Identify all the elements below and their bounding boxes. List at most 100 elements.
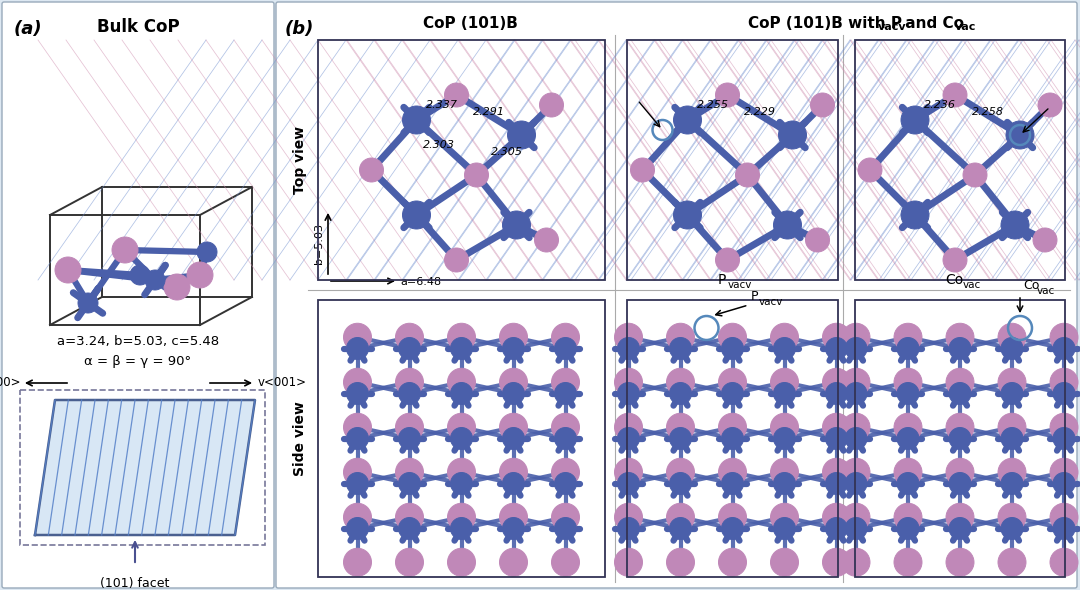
Circle shape: [554, 473, 577, 494]
Circle shape: [395, 413, 423, 441]
Bar: [627, 40, 838, 280]
Circle shape: [773, 211, 801, 239]
Circle shape: [552, 368, 580, 396]
Text: P: P: [717, 273, 726, 287]
Circle shape: [502, 428, 525, 450]
Circle shape: [770, 413, 798, 441]
Circle shape: [164, 274, 190, 300]
Circle shape: [845, 473, 867, 494]
Circle shape: [1053, 382, 1075, 405]
Bar: [855, 300, 1065, 577]
Circle shape: [615, 368, 643, 396]
Circle shape: [666, 413, 694, 441]
Circle shape: [825, 428, 848, 450]
Circle shape: [670, 517, 691, 539]
Circle shape: [823, 323, 851, 351]
Circle shape: [715, 248, 740, 272]
Circle shape: [670, 473, 691, 494]
Circle shape: [963, 163, 987, 187]
Circle shape: [347, 428, 368, 450]
Circle shape: [845, 428, 867, 450]
Circle shape: [998, 548, 1026, 576]
Circle shape: [770, 503, 798, 531]
Circle shape: [823, 458, 851, 486]
Circle shape: [499, 413, 527, 441]
Circle shape: [825, 473, 848, 494]
Circle shape: [499, 503, 527, 531]
Circle shape: [395, 368, 423, 396]
Text: Bulk CoP: Bulk CoP: [97, 18, 179, 36]
Text: a=3.24, b=5.03, c=5.48: a=3.24, b=5.03, c=5.48: [57, 335, 219, 348]
Circle shape: [721, 337, 743, 359]
Circle shape: [894, 413, 922, 441]
Circle shape: [770, 458, 798, 486]
Circle shape: [395, 323, 423, 351]
Circle shape: [842, 548, 870, 576]
Circle shape: [1050, 458, 1078, 486]
Circle shape: [1050, 548, 1078, 576]
Text: Co: Co: [1023, 279, 1039, 292]
Circle shape: [721, 382, 743, 405]
Circle shape: [770, 323, 798, 351]
Circle shape: [949, 473, 971, 494]
Text: vac: vac: [963, 280, 982, 290]
Circle shape: [554, 428, 577, 450]
Circle shape: [399, 382, 420, 405]
Circle shape: [450, 473, 473, 494]
Circle shape: [949, 382, 971, 405]
Circle shape: [343, 323, 372, 351]
Circle shape: [502, 211, 530, 239]
Circle shape: [845, 382, 867, 405]
Circle shape: [615, 458, 643, 486]
Circle shape: [946, 548, 974, 576]
Text: α = β = γ = 90°: α = β = γ = 90°: [84, 355, 191, 368]
Circle shape: [395, 503, 423, 531]
Circle shape: [897, 473, 919, 494]
Circle shape: [450, 517, 473, 539]
Circle shape: [998, 368, 1026, 396]
Circle shape: [949, 517, 971, 539]
Circle shape: [773, 473, 796, 494]
Circle shape: [187, 262, 213, 288]
Circle shape: [998, 503, 1026, 531]
Text: v<001>: v<001>: [258, 375, 307, 388]
Circle shape: [450, 337, 473, 359]
Circle shape: [1053, 428, 1075, 450]
Circle shape: [450, 382, 473, 405]
Circle shape: [946, 458, 974, 486]
Circle shape: [615, 413, 643, 441]
Circle shape: [1001, 428, 1023, 450]
Circle shape: [845, 337, 867, 359]
Text: Top view: Top view: [293, 126, 307, 194]
Circle shape: [399, 337, 420, 359]
Circle shape: [552, 503, 580, 531]
Circle shape: [615, 503, 643, 531]
Circle shape: [735, 163, 759, 187]
Circle shape: [343, 548, 372, 576]
Circle shape: [1053, 473, 1075, 494]
Circle shape: [946, 503, 974, 531]
Circle shape: [447, 413, 475, 441]
Circle shape: [894, 458, 922, 486]
Text: 2.337: 2.337: [426, 100, 458, 110]
Circle shape: [343, 413, 372, 441]
Circle shape: [399, 428, 420, 450]
Circle shape: [112, 237, 138, 263]
Circle shape: [1001, 473, 1023, 494]
Bar: [318, 40, 605, 280]
Circle shape: [554, 337, 577, 359]
Text: CoP (101)B: CoP (101)B: [422, 16, 517, 31]
Circle shape: [347, 337, 368, 359]
Circle shape: [1001, 517, 1023, 539]
Circle shape: [399, 473, 420, 494]
Circle shape: [347, 473, 368, 494]
Bar: [21, 390, 265, 545]
Bar: [318, 300, 605, 577]
Circle shape: [666, 548, 694, 576]
Text: (a): (a): [14, 20, 42, 38]
Circle shape: [825, 382, 848, 405]
Text: vac: vac: [955, 22, 976, 32]
Circle shape: [715, 83, 740, 107]
Circle shape: [1050, 503, 1078, 531]
Bar: [855, 40, 1065, 280]
